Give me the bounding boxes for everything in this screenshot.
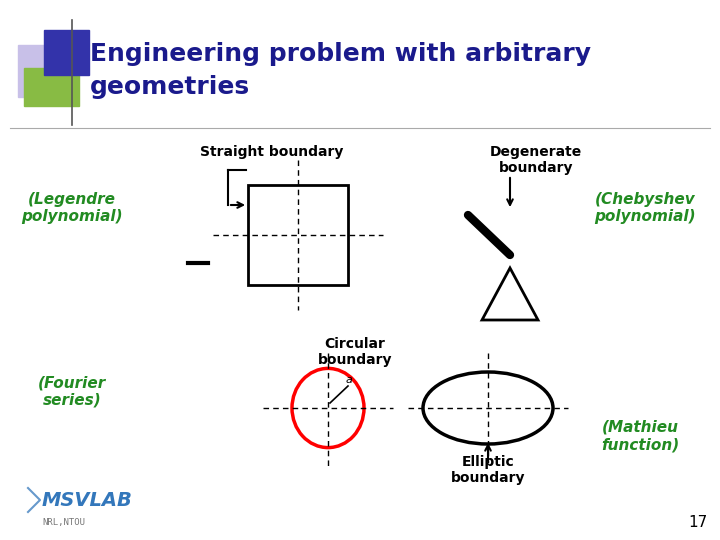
Bar xyxy=(44,30,89,75)
Text: (Fourier
series): (Fourier series) xyxy=(38,375,106,407)
Bar xyxy=(248,185,348,285)
Bar xyxy=(24,68,79,106)
Text: NRL,NTOU: NRL,NTOU xyxy=(42,518,85,527)
Text: 17: 17 xyxy=(689,515,708,530)
Text: (Mathieu
function): (Mathieu function) xyxy=(601,420,679,453)
Text: geometries: geometries xyxy=(90,75,250,99)
Text: MSVLAB: MSVLAB xyxy=(42,490,133,510)
Text: (Legendre
polynomial): (Legendre polynomial) xyxy=(21,192,123,225)
Text: (Chebyshev
polynomial): (Chebyshev polynomial) xyxy=(594,192,696,225)
Text: Circular
boundary: Circular boundary xyxy=(318,337,392,367)
Text: a: a xyxy=(346,375,353,385)
Text: Engineering problem with arbitrary: Engineering problem with arbitrary xyxy=(90,42,591,66)
Text: Straight boundary: Straight boundary xyxy=(200,145,343,159)
Text: Degenerate
boundary: Degenerate boundary xyxy=(490,145,582,175)
Bar xyxy=(18,45,70,97)
Text: Elliptic
boundary: Elliptic boundary xyxy=(451,455,526,485)
